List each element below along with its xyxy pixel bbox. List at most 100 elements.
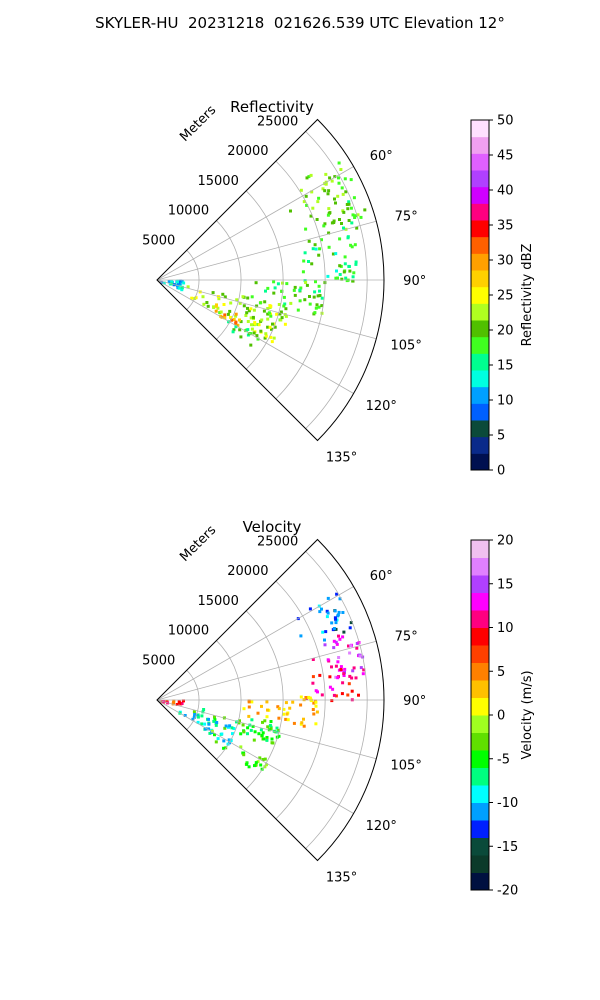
colorbar-tick-label: -5 [497, 752, 510, 767]
echo-field [160, 592, 366, 771]
echo-gate-4 [277, 734, 281, 738]
echo-gate-0 [342, 210, 346, 214]
echo-gate-3 [202, 302, 206, 306]
echo-gate-1 [334, 252, 338, 256]
azimuth-spoke [156, 279, 354, 394]
echo-gate-1 [352, 666, 356, 670]
echo-gate-0 [359, 215, 363, 219]
echo-gate-3 [260, 318, 264, 322]
echo-gate-0 [332, 627, 336, 630]
echo-gate-5 [224, 724, 228, 728]
colorbar-tick-label: 35 [497, 219, 514, 234]
echo-gate-1 [355, 642, 359, 645]
azimuth-spoke [156, 640, 377, 701]
echo-gate-3 [280, 316, 284, 320]
azimuth-spoke [156, 279, 377, 340]
echo-gate-5 [207, 727, 211, 731]
echo-gate-2 [357, 693, 360, 697]
echo-gate-0 [310, 190, 314, 194]
echo-gate-2 [311, 681, 315, 685]
echo-gate-3 [311, 708, 315, 711]
echo-gate-1 [354, 262, 358, 266]
colorbar-swatch [471, 592, 489, 611]
echo-gate-0 [341, 192, 345, 196]
colorbar-tick-label: -10 [497, 796, 518, 811]
echo-gate-0 [318, 610, 322, 614]
echo-gate-3 [259, 329, 263, 333]
echo-gate-1 [310, 262, 314, 266]
echo-gate-5 [196, 715, 200, 719]
echo-gate-1 [353, 243, 357, 247]
echo-gate-3 [266, 325, 270, 329]
echo-gate-3 [217, 297, 221, 301]
echo-gate-2 [263, 300, 267, 304]
echo-gate-0 [335, 592, 339, 596]
echo-gate-5 [208, 731, 212, 735]
radial-tick-label: 15000 [197, 594, 238, 609]
echo-gate-6 [263, 765, 267, 769]
echo-gate-0 [326, 596, 330, 600]
colorbar-swatch [471, 855, 489, 873]
echo-gate-7 [178, 701, 182, 705]
echo-gate-3 [201, 295, 205, 299]
colorbar-swatch [471, 436, 489, 454]
colorbar-tick-label: 15 [497, 577, 514, 592]
echo-gate-1 [346, 236, 350, 240]
echo-gate-0 [325, 615, 329, 619]
echo-gate-0 [316, 200, 320, 204]
colorbar-swatch [471, 575, 489, 593]
echo-gate-0 [289, 209, 292, 213]
echo-gate-1 [354, 260, 358, 264]
echo-gate-3 [292, 721, 296, 725]
echo-gate-4 [266, 725, 270, 729]
echo-gate-5 [249, 343, 253, 347]
echo-gate-4 [261, 731, 265, 735]
echo-gate-0 [311, 206, 315, 210]
echo-gate-2 [316, 294, 320, 298]
echo-gate-4 [246, 732, 249, 736]
echo-gate-7 [180, 702, 184, 705]
echo-gate-1 [303, 279, 307, 283]
echo-gate-3 [286, 718, 290, 722]
echo-gate-2 [311, 675, 315, 679]
angle-tick-label: 90° [403, 694, 426, 709]
echo-gate-2 [277, 303, 281, 306]
colorbar-swatch [471, 697, 489, 716]
echo-gate-6 [178, 282, 182, 286]
echo-gate-0 [321, 187, 325, 191]
echo-gate-0 [333, 616, 337, 620]
echo-gate-0 [330, 221, 334, 225]
echo-gate-3 [268, 325, 272, 329]
echo-gate-0 [351, 213, 355, 217]
echo-gate-1 [331, 252, 335, 256]
echo-gate-4 [237, 721, 241, 725]
echo-gate-2 [272, 291, 276, 295]
echo-gate-2 [328, 685, 332, 689]
echo-gate-3 [257, 323, 261, 327]
echo-gate-3 [300, 721, 304, 725]
echo-gate-4 [192, 710, 196, 714]
radial-axis-label: Meters [177, 523, 219, 565]
echo-gate-2 [314, 689, 318, 693]
echo-gate-0 [354, 214, 358, 218]
echo-gate-5 [207, 722, 211, 726]
echo-gate-3 [282, 712, 286, 716]
echo-gate-4 [223, 726, 227, 730]
echo-gate-1 [335, 269, 338, 273]
colorbar-swatch [471, 715, 489, 733]
echo-gate-1 [313, 243, 317, 247]
echo-gate-2 [318, 294, 322, 297]
colorbar-tick-label: 0 [497, 464, 505, 479]
echo-gate-6 [245, 762, 249, 766]
echo-gate-2 [314, 306, 318, 310]
echo-gate-1 [334, 675, 338, 679]
colorbar-swatch [471, 353, 489, 371]
echo-gate-3 [223, 295, 227, 299]
echo-gate-2 [320, 304, 324, 308]
echo-gate-4 [241, 723, 245, 727]
echo-gate-1 [302, 259, 306, 263]
echo-gate-4 [253, 730, 257, 734]
echo-gate-3 [299, 703, 303, 707]
echo-gate-1 [317, 253, 321, 257]
echo-gate-5 [183, 714, 187, 717]
